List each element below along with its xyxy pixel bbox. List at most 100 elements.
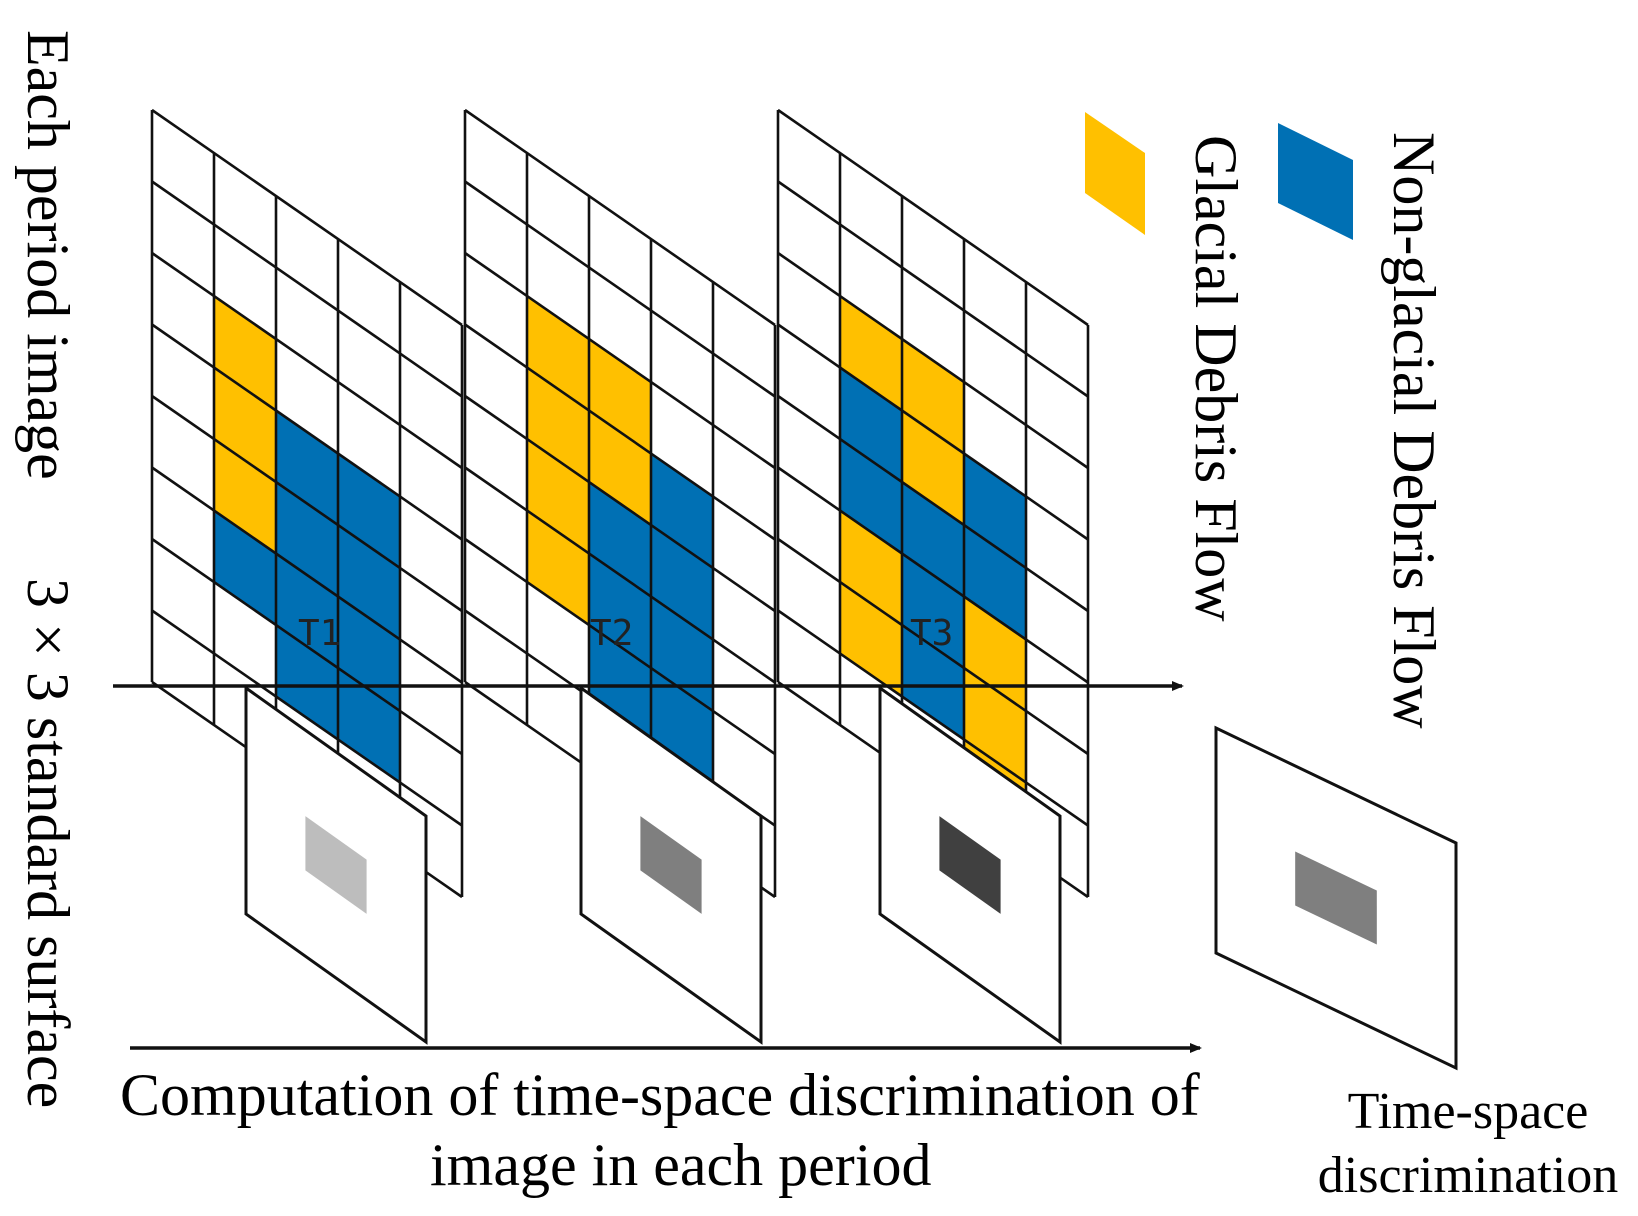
glacial-cell <box>589 339 651 454</box>
result-label-line-2: discrimination <box>1318 1147 1618 1204</box>
empty-cell <box>465 539 527 654</box>
grid-line-horizontal <box>151 609 463 827</box>
standard-surfaces <box>244 685 1458 1071</box>
non-glacial-cell <box>338 668 400 783</box>
empty-cell <box>527 653 589 768</box>
grid-line-horizontal <box>151 466 463 684</box>
empty-cell <box>778 396 840 511</box>
empty-cell <box>778 539 840 654</box>
empty-cell <box>276 267 338 382</box>
non-glacial-cell <box>651 596 713 711</box>
grid-line-horizontal <box>464 537 776 756</box>
caption-line-1: Computation of time-space discrimination… <box>120 1062 1200 1128</box>
empty-cell <box>152 181 214 296</box>
empty-cell <box>713 425 775 540</box>
glacial-cell <box>527 296 589 411</box>
empty-cell <box>465 110 527 225</box>
glacial-cell <box>214 296 276 411</box>
grid-line-horizontal <box>151 108 463 327</box>
empty-cell <box>152 253 214 368</box>
result-label-line-1: Time-space <box>1348 1083 1589 1140</box>
non-glacial-cell <box>902 482 964 597</box>
grid-line-horizontal <box>151 180 463 398</box>
grid-line-horizontal <box>777 180 1089 398</box>
empty-cell <box>713 353 775 468</box>
caption-line-2: image in each period <box>430 1132 931 1198</box>
empty-cell <box>214 582 276 697</box>
empty-cell <box>651 382 713 497</box>
non-glacial-cell <box>589 553 651 668</box>
empty-cell <box>840 153 902 268</box>
empty-cell <box>964 239 1026 354</box>
empty-cell <box>964 382 1026 497</box>
empty-cell <box>1026 425 1088 540</box>
glacial-cell <box>840 582 902 697</box>
surface-result <box>1214 725 1458 1071</box>
empty-cell <box>400 353 462 468</box>
grid-line-horizontal <box>777 394 1089 613</box>
glacial-cell <box>902 339 964 454</box>
grid-line-horizontal <box>777 323 1089 541</box>
standard-surface-label: 3 × 3 standard surface <box>15 578 81 1108</box>
each-period-image-label: Each period image <box>15 30 81 480</box>
empty-cell <box>713 568 775 683</box>
glacial-cell <box>527 367 589 482</box>
empty-cell <box>778 181 840 296</box>
grid-line-horizontal <box>777 609 1089 827</box>
surface-result-center-square <box>1295 851 1377 945</box>
grid-line-horizontal <box>464 108 776 327</box>
glacial-cell <box>964 596 1026 711</box>
empty-cell <box>651 239 713 354</box>
empty-cell <box>1026 711 1088 826</box>
period-label-t2: T2 <box>590 613 633 654</box>
legend-glacial-label: Glacial Debris Flow <box>1183 135 1249 622</box>
empty-cell <box>400 496 462 611</box>
empty-cell <box>338 382 400 497</box>
empty-cell <box>1026 568 1088 683</box>
empty-cell <box>713 711 775 826</box>
empty-cell <box>152 467 214 582</box>
grid-line-horizontal <box>151 251 463 470</box>
empty-cell <box>527 224 589 339</box>
non-glacial-cell <box>902 625 964 740</box>
non-glacial-cell <box>840 367 902 482</box>
grid-line-horizontal <box>151 394 463 613</box>
non-glacial-cell <box>589 625 651 740</box>
empty-cell <box>527 153 589 268</box>
non-glacial-cell <box>651 668 713 783</box>
empty-cell <box>152 110 214 225</box>
empty-cell <box>400 639 462 754</box>
empty-cell <box>713 496 775 611</box>
non-glacial-cell <box>651 453 713 568</box>
glacial-cell <box>214 367 276 482</box>
grid-line-horizontal <box>151 537 463 756</box>
empty-cell <box>902 196 964 311</box>
empty-cell <box>400 282 462 397</box>
non-glacial-cell <box>964 453 1026 568</box>
period-label-t1: T1 <box>298 613 341 654</box>
legend: Glacial Debris Flow Non-glacial Debris F… <box>1085 112 1447 729</box>
legend-non-glacial-label: Non-glacial Debris Flow <box>1381 132 1447 729</box>
empty-cell <box>778 610 840 725</box>
non-glacial-cell <box>276 482 338 597</box>
surface-t2 <box>579 685 763 1045</box>
empty-cell <box>465 467 527 582</box>
grid-line-horizontal <box>777 108 1089 327</box>
empty-cell <box>338 239 400 354</box>
empty-cell <box>1026 282 1088 397</box>
empty-cell <box>465 396 527 511</box>
legend-non-glacial-swatch <box>1278 123 1353 240</box>
non-glacial-cell <box>589 482 651 597</box>
non-glacial-cell <box>902 553 964 668</box>
grid-line-horizontal <box>464 251 776 470</box>
empty-cell <box>713 639 775 754</box>
legend-glacial-swatch <box>1085 112 1145 235</box>
period-label-t3: T3 <box>910 613 953 654</box>
empty-cell <box>1026 639 1088 754</box>
empty-cell <box>651 310 713 425</box>
empty-cell <box>276 339 338 454</box>
grid-line-horizontal <box>464 180 776 398</box>
glacial-cell <box>840 296 902 411</box>
surface-t3-center-square <box>939 816 1001 914</box>
